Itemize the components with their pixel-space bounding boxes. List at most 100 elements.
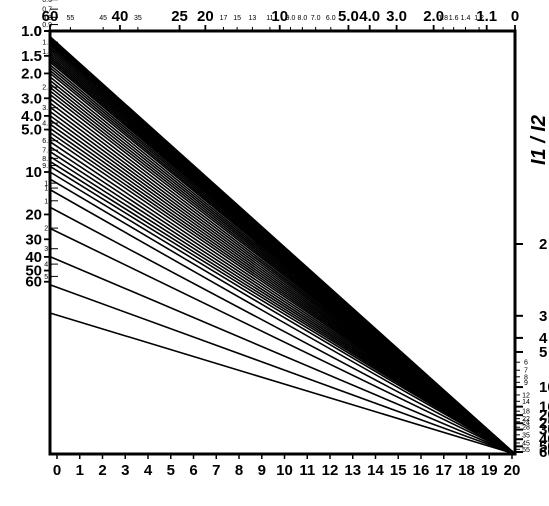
- bottom-tick-label-5: 5: [167, 462, 175, 479]
- right-minor-label-9: 9: [524, 380, 528, 387]
- bottom-tick-label-10: 10: [276, 462, 293, 479]
- top-major-label-4-0: 4.0: [359, 8, 380, 25]
- top-major-label-60: 60: [42, 8, 59, 25]
- left-minor-label-55: 55: [44, 274, 52, 281]
- left-major-label-30: 30: [25, 231, 42, 248]
- bottom-tick-label-13: 13: [344, 462, 361, 479]
- left-minor-label-35: 35: [44, 246, 52, 253]
- top-major-label-2-0: 2.0: [423, 8, 444, 25]
- right-minor-label-24: 24: [522, 419, 530, 426]
- bottom-tick-label-17: 17: [435, 462, 452, 479]
- left-major-label-3-0: 3.0: [21, 90, 42, 107]
- left-minor-label-45: 45: [44, 262, 52, 269]
- right-major-label-20: 20: [539, 407, 549, 424]
- bottom-tick-label-19: 19: [481, 462, 498, 479]
- left-major-label-10: 10: [25, 164, 42, 181]
- top-minor-label-8-0: 8.0: [297, 15, 307, 22]
- top-major-label-20: 20: [197, 8, 214, 25]
- right-minor-label-45: 45: [522, 441, 530, 448]
- left-minor-label-25: 25: [44, 226, 52, 233]
- left-axis: 00.20.30.51.01.52.03.04.05.0102030405060…: [21, 0, 58, 291]
- left-major-label-2-0: 2.0: [21, 65, 42, 82]
- bottom-tick-label-7: 7: [212, 462, 220, 479]
- bottom-tick-label-0: 0: [53, 462, 61, 479]
- series-line-41: [49, 165, 516, 455]
- bottom-tick-label-1: 1: [76, 462, 84, 479]
- top-minor-label-15: 15: [233, 15, 241, 22]
- left-minor-label-16: 16: [44, 198, 52, 205]
- bottom-tick-label-8: 8: [235, 462, 243, 479]
- left-minor-label-0-6: 0.6: [42, 0, 52, 4]
- right-major-label-10: 10: [539, 379, 549, 396]
- right-minor-label-35: 35: [522, 432, 530, 439]
- left-minor-label-1-4: 1.4: [42, 49, 52, 56]
- bottom-tick-label-12: 12: [322, 462, 339, 479]
- top-minor-label-1-8: 1.8: [438, 15, 448, 22]
- series-line-43: [49, 178, 516, 455]
- right-axis: 2345101620253040506067891214182224283545…: [515, 236, 549, 461]
- top-minor-label-9-0: 9.0: [286, 15, 296, 22]
- left-minor-label-6-0: 6.0: [42, 138, 52, 145]
- series-line-47: [49, 255, 516, 455]
- bottom-tick-label-20: 20: [504, 462, 521, 479]
- left-minor-label-0-7: 0.7: [42, 7, 52, 14]
- bottom-tick-label-16: 16: [413, 462, 430, 479]
- right-minor-label-22: 22: [522, 416, 530, 423]
- series-line-45: [49, 206, 516, 455]
- right-minor-label-18: 18: [522, 409, 530, 416]
- left-minor-label-7-0: 7.0: [42, 148, 52, 155]
- left-major-label-4-0: 4.0: [21, 108, 42, 125]
- left-minor-label-8-0: 8.0: [42, 156, 52, 163]
- top-minor-label-11: 11: [266, 15, 273, 22]
- bottom-tick-label-11: 11: [299, 462, 315, 479]
- top-minor-label-45: 45: [99, 15, 107, 22]
- right-axis-title: I1 / I2: [528, 115, 549, 165]
- left-minor-label-12: 12: [44, 181, 52, 188]
- right-major-label-16: 16: [539, 399, 549, 416]
- right-major-label-5: 5: [539, 344, 547, 361]
- series-line-49: [49, 312, 516, 455]
- top-major-label-5-0: 5.0: [338, 8, 359, 25]
- top-major-label-1-1: 1.1: [476, 8, 497, 25]
- top-major-label-40: 40: [112, 8, 129, 25]
- left-minor-label-9-0: 9.0: [42, 163, 52, 170]
- left-minor-label-1-2: 1.2: [42, 40, 52, 47]
- left-major-label-40: 40: [25, 249, 42, 266]
- bottom-axis: 0 1 2 3 4 5 6 7 8 9 10 11 12 13 14 15 16 17 18 19 20: [53, 454, 521, 479]
- top-minor-label-55: 55: [67, 15, 75, 22]
- top-minor-label-7-0: 7.0: [311, 15, 321, 22]
- right-minor-label-12: 12: [522, 392, 530, 399]
- top-axis: 60 40 25 20 10 5.0 4.0 3.0 2.0 1.1 0 55 45 35 17 15 13 11…: [42, 8, 519, 31]
- plot-frame: [48, 29, 517, 456]
- top-minor-label-6-0: 6.0: [326, 15, 336, 22]
- bottom-tick-label-9: 9: [258, 462, 266, 479]
- series-line-42: [49, 171, 516, 455]
- right-minor-label-8: 8: [524, 374, 528, 381]
- left-minor-label-2-5: 2.5: [42, 85, 52, 92]
- right-major-label-50: 50: [539, 438, 549, 455]
- right-major-label-40: 40: [539, 431, 549, 448]
- right-major-label-30: 30: [539, 422, 549, 439]
- top-minor-label-1-6: 1.6: [449, 15, 459, 22]
- top-major-label-10: 10: [271, 8, 288, 25]
- series-line-46: [49, 227, 516, 455]
- left-major-label-50: 50: [25, 263, 42, 280]
- bottom-tick-label-15: 15: [390, 462, 407, 479]
- top-major-label-0: 0: [511, 8, 519, 25]
- left-major-label-60: 60: [25, 274, 42, 291]
- left-minor-label-3-5: 3.5: [42, 105, 52, 112]
- left-minor-label-0-8: 0.8: [42, 15, 52, 22]
- top-minor-label-17: 17: [220, 15, 228, 22]
- right-minor-label-14: 14: [522, 399, 530, 406]
- bottom-tick-label-4: 4: [144, 462, 153, 479]
- bottom-tick-label-18: 18: [458, 462, 475, 479]
- right-minor-label-28: 28: [522, 425, 530, 432]
- top-minor-label-1-2: 1.2: [474, 15, 484, 22]
- left-minor-label-4-5: 4.5: [42, 121, 52, 128]
- right-minor-label-55: 55: [522, 447, 530, 454]
- bottom-tick-label-6: 6: [189, 462, 197, 479]
- series-line-48: [49, 284, 516, 455]
- left-major-label-1-0: 1.0: [21, 23, 42, 40]
- left-minor-label-13: 13: [44, 186, 52, 193]
